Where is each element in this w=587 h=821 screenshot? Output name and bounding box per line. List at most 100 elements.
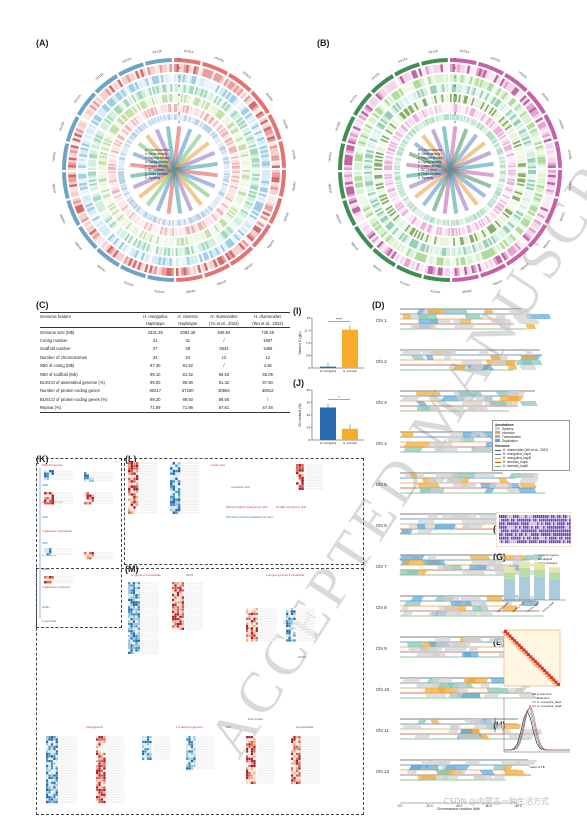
- circos-segment: [508, 219, 517, 227]
- circos-segment: [126, 196, 133, 202]
- circos-segment: [390, 251, 397, 260]
- gene-id-label: [296, 620, 315, 622]
- heatmap-cell: [253, 636, 256, 640]
- genome-cell: [545, 518, 547, 522]
- heatmap-cell: [127, 620, 131, 623]
- circos-segment: [385, 154, 394, 158]
- circos-segment: [388, 145, 397, 150]
- circos-segment: [225, 139, 234, 145]
- circos-segment: [193, 107, 198, 116]
- synteny-block: [418, 319, 439, 324]
- circos-segment: [210, 226, 217, 235]
- heatmap-cell: [130, 593, 133, 597]
- circos-segment: [413, 102, 419, 111]
- circos-segment: [480, 113, 486, 122]
- circos-segment: [509, 99, 517, 107]
- circos-segment: [147, 233, 152, 242]
- heatmap-diagonal: [517, 643, 521, 647]
- heatmap-cell: [179, 586, 182, 590]
- circos-segment: [218, 191, 225, 196]
- circos-segment: [445, 104, 448, 113]
- circos-segment: [510, 135, 519, 141]
- heatmap-cell: [250, 622, 254, 625]
- circos-segment: [471, 214, 476, 221]
- circos-segment: [133, 215, 140, 223]
- heatmap-cell: [171, 593, 175, 597]
- circos-segment: [515, 210, 524, 217]
- circos-segment: [222, 180, 229, 184]
- circos-segment: [527, 171, 536, 175]
- heatmap-cell: [55, 747, 59, 751]
- circos-segment: [87, 226, 96, 234]
- circos-segment: [471, 244, 476, 253]
- circos-segment: [409, 249, 416, 259]
- circos-segment: [512, 88, 520, 97]
- circos-segment: [367, 191, 376, 196]
- circos-segment: [120, 152, 127, 156]
- heatmap-cell: [83, 554, 87, 558]
- heatmap-cell: [55, 764, 59, 768]
- circos-segment: [201, 210, 207, 217]
- synteny-block: [493, 775, 506, 780]
- heatmap-cell: [179, 627, 182, 631]
- circos-segment: [505, 208, 513, 215]
- heatmap-cell: [179, 598, 182, 602]
- circos-segment: [508, 85, 516, 94]
- circos-segment: [98, 224, 107, 232]
- circos-segment: [406, 133, 413, 139]
- genome-cell: [537, 515, 539, 518]
- circos-segment: [218, 128, 226, 135]
- pathway-step: L-galactose-1-phosphate: [42, 529, 72, 533]
- circos-segment: [478, 210, 484, 216]
- circos-segment: [155, 217, 159, 224]
- circos-segment: [107, 113, 116, 121]
- circos-segment: [510, 86, 518, 95]
- circos-segment: [398, 99, 405, 108]
- circos-segment: [456, 74, 460, 83]
- circos-segment: [396, 183, 403, 187]
- circos-segment: [405, 199, 411, 205]
- heatmap-cell: [179, 603, 182, 607]
- circos-segment: [119, 181, 126, 185]
- circos-segment: [110, 127, 118, 134]
- circos-segment: [180, 94, 184, 103]
- pathway-step: L-ascorbate: [42, 619, 57, 623]
- circos-segment: [166, 104, 169, 113]
- circos-segment: [251, 210, 260, 217]
- circos-segment: [84, 132, 94, 138]
- heatmap-cell: [127, 629, 131, 633]
- heatmap-cell: [250, 610, 254, 613]
- genome-cell: [507, 525, 509, 529]
- circos-segment: [386, 248, 394, 257]
- circos-segment: [225, 213, 233, 220]
- circos-segment: [88, 123, 97, 130]
- circos-segment: [250, 153, 259, 158]
- circos-segment: [266, 199, 275, 205]
- circos-segment: [118, 161, 125, 164]
- circos-segment: [241, 108, 250, 116]
- circos-segment: [514, 242, 522, 251]
- circos-segment: [398, 205, 406, 212]
- circos-segment: [148, 108, 153, 117]
- synteny-block: [504, 601, 513, 606]
- circos-segment: [353, 210, 362, 217]
- circos-segment: [206, 115, 213, 123]
- heatmap-diagonal: [540, 666, 544, 670]
- heatmap-cell: [248, 629, 251, 633]
- circos-segment: [383, 98, 391, 107]
- circos-segment: [238, 189, 247, 194]
- circos-segment: [260, 213, 270, 219]
- circos-segment: [478, 100, 484, 109]
- circos-segment: [223, 162, 230, 165]
- circos-segment: [356, 190, 365, 195]
- circos-segment: [364, 180, 374, 185]
- heatmap-cell: [177, 477, 181, 481]
- circos-segment: [477, 263, 482, 272]
- heatmap-cell: [132, 641, 136, 645]
- circos-segment: [114, 251, 121, 260]
- heatmap-cell: [130, 498, 134, 502]
- circos-segment: [142, 68, 147, 77]
- circos-segment: [100, 210, 109, 217]
- genome-cell: [537, 533, 539, 536]
- synteny-block: [438, 606, 459, 611]
